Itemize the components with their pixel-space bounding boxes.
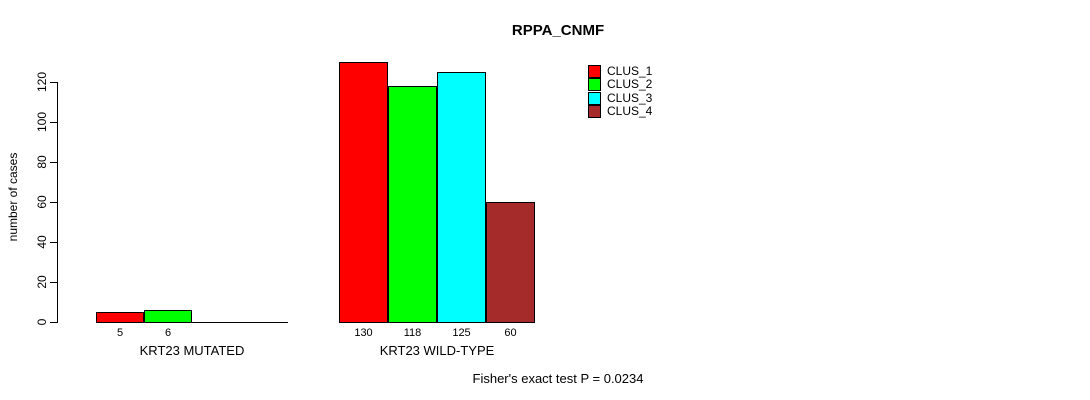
bar-value-label: 5	[116, 327, 124, 339]
legend-item-clus_1: CLUS_1	[588, 64, 653, 79]
y-tick-label: 20	[35, 275, 49, 289]
legend-swatch-icon	[588, 105, 601, 119]
y-tick-label: 0	[35, 318, 49, 326]
y-tick-label: 100	[35, 111, 49, 133]
y-tick-mark	[50, 162, 57, 163]
x-group-label: KRT23 WILD-TYPE	[379, 343, 495, 358]
bar-value-label: 118	[403, 327, 422, 339]
y-tick-mark	[50, 322, 57, 323]
legend-item-clus_4: CLUS_4	[588, 104, 653, 119]
x-group-label: KRT23 MUTATED	[139, 343, 245, 358]
y-tick-label: 60	[35, 195, 49, 209]
bar-clus_2	[144, 310, 192, 323]
legend: CLUS_1 CLUS_2 CLUS_3 CLUS_4	[588, 64, 653, 119]
legend-label: CLUS_2	[607, 77, 653, 92]
bar-value-label: 6	[164, 327, 172, 339]
bar-clus_1	[96, 312, 144, 323]
y-tick-mark	[50, 242, 57, 243]
y-tick-label: 80	[35, 155, 49, 169]
legend-swatch-icon	[588, 65, 601, 79]
legend-item-clus_3: CLUS_3	[588, 90, 653, 105]
legend-label: CLUS_4	[607, 104, 653, 119]
y-tick-mark	[50, 282, 57, 283]
legend-swatch-icon	[588, 91, 601, 105]
y-axis-line	[57, 82, 58, 323]
y-tick-mark	[50, 202, 57, 203]
chart-title: RPPA_CNMF	[511, 22, 605, 39]
bar-value-label: 125	[452, 327, 471, 339]
legend-swatch-icon	[588, 78, 601, 92]
bar-value-label: 130	[354, 327, 373, 339]
y-tick-mark	[50, 122, 57, 123]
y-axis-label: number of cases	[6, 152, 20, 242]
x-axis-baseline	[96, 322, 288, 323]
bar-clus_1	[339, 62, 388, 323]
bar-clus_3	[437, 72, 486, 323]
bar-value-label: 60	[504, 327, 517, 339]
fisher-test-annotation: Fisher's exact test P = 0.0234	[472, 371, 644, 386]
legend-label: CLUS_3	[607, 90, 653, 105]
legend-label: CLUS_1	[607, 64, 653, 79]
y-tick-label: 120	[35, 71, 49, 93]
bar-clus_4	[486, 202, 535, 323]
bar-clus_2	[388, 86, 437, 323]
y-tick-mark	[50, 82, 57, 83]
legend-item-clus_2: CLUS_2	[588, 77, 653, 92]
y-tick-label: 40	[35, 235, 49, 249]
